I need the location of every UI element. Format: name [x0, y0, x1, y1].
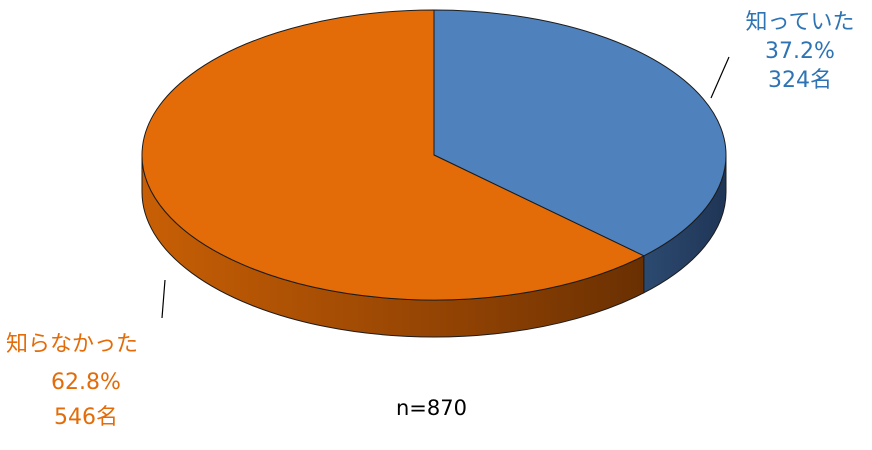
pie-slice-1 — [141, 9, 645, 301]
slice-label-unknown-name: 知らなかった — [6, 332, 139, 357]
slice-label-unknown-percent: 62.8% — [51, 370, 121, 395]
slice-label-known: 知っていた 37.2% 324名 — [742, 8, 858, 95]
slice-label-known-name: 知っていた — [745, 10, 855, 35]
sample-size-label: n=870 — [396, 396, 467, 420]
pie-slice-0 — [433, 9, 727, 257]
slice-label-known-percent: 37.2% — [765, 39, 835, 64]
leader-line-0 — [710, 56, 730, 99]
leader-line-1 — [161, 279, 166, 319]
slice-label-unknown: 知らなかった 62.8% 546名 — [6, 330, 166, 432]
slice-label-unknown-count: 546名 — [54, 405, 118, 430]
slice-label-known-count: 324名 — [768, 68, 832, 93]
